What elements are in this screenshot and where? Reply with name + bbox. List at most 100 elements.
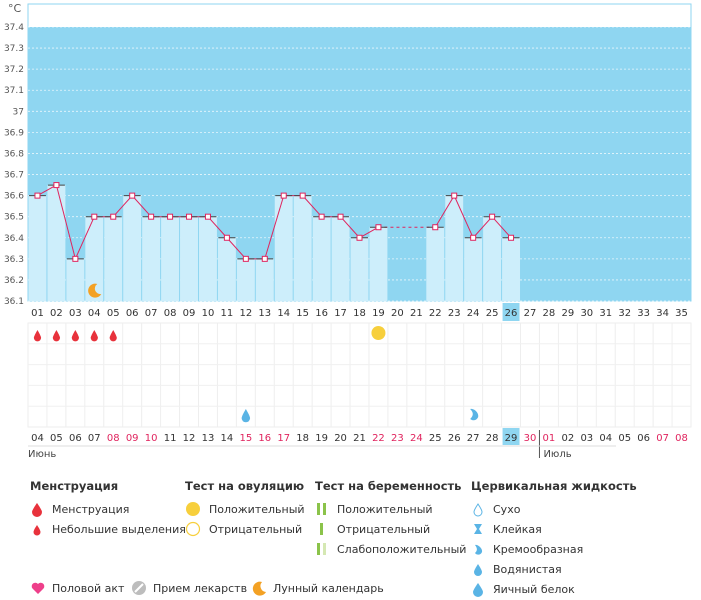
month-label: Июнь [28,449,56,460]
date-label: 16 [258,433,271,444]
cycle-day-label: 03 [69,308,82,319]
date-label: 02 [562,433,575,444]
temperature-bar [293,195,312,301]
temperature-line-segment [340,216,360,239]
temperature-point [508,234,515,241]
y-tick-label: 36.3 [4,255,24,265]
temperature-bar [236,258,255,301]
temperature-bar [312,216,331,301]
y-tick-label: 36.5 [4,213,24,223]
temperature-point [280,192,287,199]
cycle-day-label: 27 [524,308,537,319]
date-label: 06 [69,433,82,444]
date-label: 05 [50,433,63,444]
temperature-line-segment [453,195,474,238]
date-label: 24 [410,433,423,444]
temperature-bar [426,227,445,301]
date-label: 03 [580,433,593,444]
temperature-line-segment [434,195,455,228]
temperature-point [451,192,458,199]
legend-cervical: Цервикальная жидкость Сухо Клейкая Кремо… [471,479,637,599]
y-tick-label: 36.4 [4,234,24,244]
date-label: 20 [334,433,347,444]
blood-drop-icon [109,330,117,342]
bbt-chart: 37.4 37.3 37.2 37.1 37 36.9 36.8 36.7 36.6 36.5 36… [4,2,692,460]
temperature-bar [66,258,85,301]
y-tick-label: 37.4 [4,23,24,33]
temperature-point [470,234,477,241]
date-label: 28 [486,433,499,444]
cycle-day-label: 25 [486,308,499,319]
y-tick-label: 37.2 [4,65,24,75]
date-label: 23 [391,433,404,444]
pill-icon [131,580,147,596]
legend-title: Цервикальная жидкость [471,479,637,493]
date-label: 07 [88,433,101,444]
legend-item: Отрицательный [185,519,305,539]
temperature-bar [255,258,274,301]
y-axis-unit: °C [8,2,22,15]
cycle-day-label: 02 [50,308,63,319]
current-date-highlight [502,428,520,445]
temperature-bar [142,216,161,301]
cycle-day-label: 29 [562,308,575,319]
temperature-line-segment [74,216,95,260]
cycle-day-label: 34 [656,308,669,319]
temperature-bar [274,195,293,301]
temperature-point [186,213,193,220]
cycle-day-label: 24 [467,308,480,319]
cycle-day-label: 17 [334,308,347,319]
y-tick-label: 36.1 [4,297,24,307]
cycle-day-label: 14 [277,308,290,319]
temperature-bar [445,195,464,301]
cycle-day-label: 05 [107,308,120,319]
legend-item: Менструация [30,499,186,519]
cycle-day-label: 20 [391,308,404,319]
date-label: 09 [126,433,139,444]
temperature-point [91,213,98,220]
cycle-day-label: 09 [183,308,196,319]
temperature-point [110,213,117,220]
temperature-line-segment [472,216,493,239]
date-label: 11 [164,433,177,444]
date-label: 06 [637,433,650,444]
cycle-day-label: 31 [599,308,612,319]
blood-drop-icon [71,330,79,342]
date-label: 12 [183,433,196,444]
creamy-drop-icon [471,541,485,557]
moon-icon [88,283,102,298]
temperature-point [204,213,211,220]
dry-drop-icon [471,501,485,517]
creamy-drop-icon [470,408,479,421]
temperature-bar [123,195,142,301]
egg-white-drop-icon [241,409,251,423]
blood-drop-icon [33,330,42,342]
temperature-line-segment [37,184,57,197]
date-label: 08 [107,433,120,444]
temperature-bar [331,216,350,301]
y-tick-label: 37.3 [4,44,24,54]
legend-pregnancy: Тест на беременность Положительный Отриц… [315,479,466,559]
moon-icon [251,580,267,596]
blood-drop-icon [52,330,61,342]
y-tick-label: 37.1 [4,86,24,96]
temperature-bar [180,216,198,301]
temperature-bar [198,216,217,301]
temperature-bar [350,237,369,301]
date-label: 26 [448,433,461,444]
cycle-day-label: 16 [315,308,328,319]
temperature-point [261,255,268,262]
cycle-day-label: 11 [221,308,234,319]
temperature-point [34,192,41,199]
date-label: 29 [505,433,518,444]
temperature-point [129,192,136,199]
legend-title: Тест на беременность [315,479,462,493]
temperature-bar [28,195,47,301]
temperature-point [148,213,155,220]
temperature-bar [464,237,483,301]
date-label: 17 [277,433,290,444]
date-label: 19 [315,433,328,444]
date-label: 27 [467,433,480,444]
date-label: 04 [31,433,44,444]
temperature-line-segment [491,216,512,239]
